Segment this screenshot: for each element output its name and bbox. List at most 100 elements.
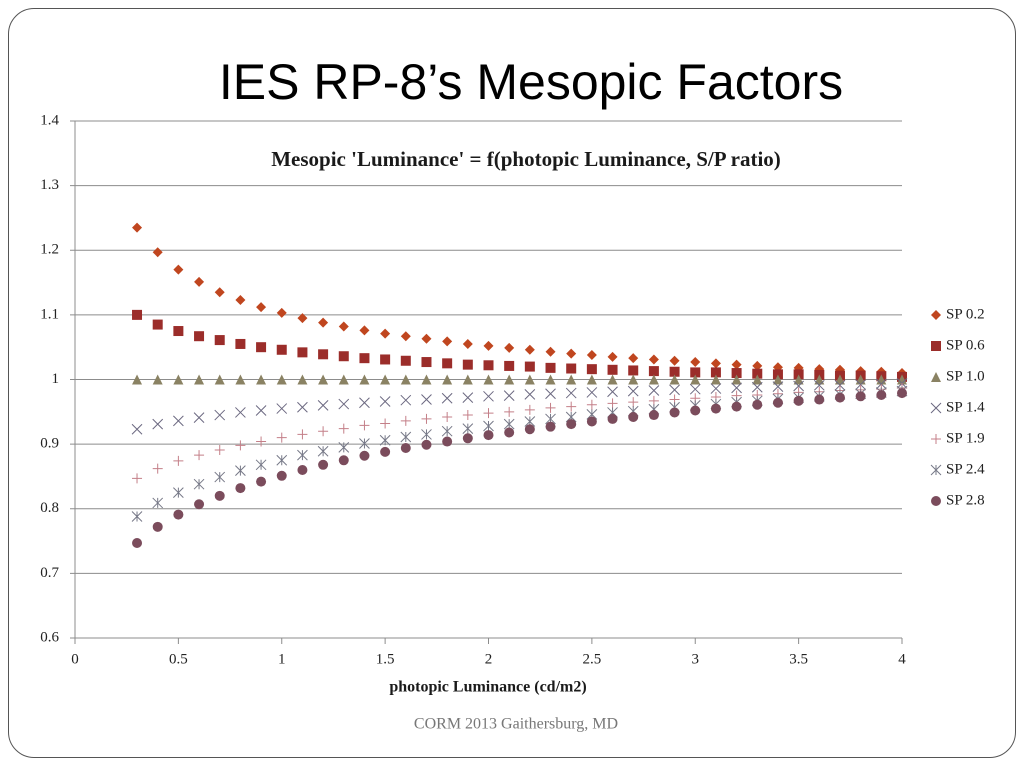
data-point: [772, 369, 783, 380]
data-point: [276, 374, 287, 385]
y-tick-label: 0.7: [40, 565, 59, 581]
data-point: [586, 399, 597, 410]
data-point: [586, 349, 597, 360]
data-point: [359, 374, 370, 385]
data-point: [690, 357, 701, 368]
data-point: [338, 321, 349, 332]
data-point: [834, 379, 846, 391]
data-point: [400, 415, 411, 426]
data-point: [214, 444, 225, 455]
data-point: [318, 317, 329, 328]
data-point: [152, 319, 163, 330]
data-point: [359, 438, 370, 449]
y-tick-label: 1.4: [40, 112, 59, 128]
data-point: [380, 418, 391, 429]
data-point: [297, 449, 308, 461]
data-point: [276, 403, 288, 414]
data-point: [400, 331, 411, 342]
data-point: [897, 388, 907, 399]
data-point: [565, 387, 577, 399]
data-point: [421, 413, 432, 424]
data-point: [442, 436, 453, 447]
y-tick-label: 1: [52, 371, 60, 387]
y-tick-label: 1.2: [40, 242, 59, 258]
x-tick-label: 0: [71, 651, 79, 667]
data-point: [545, 388, 556, 400]
data-point: [607, 386, 618, 398]
data-point: [752, 399, 763, 410]
data-point: [731, 382, 742, 394]
y-tick-label: 0.6: [40, 629, 59, 645]
legend-label: SP 1.4: [946, 399, 985, 415]
data-point: [566, 363, 577, 374]
legend-label: SP 0.2: [946, 306, 985, 322]
data-point: [669, 355, 680, 366]
data-point: [483, 430, 494, 441]
data-point: [194, 374, 205, 385]
data-point: [504, 342, 515, 353]
data-point: [214, 287, 225, 298]
data-point: [338, 351, 349, 362]
data-point: [235, 483, 246, 494]
data-point: [276, 470, 287, 481]
data-point: [152, 247, 163, 258]
data-point: [751, 381, 763, 393]
data-point: [814, 374, 825, 385]
data-point: [648, 385, 660, 396]
legend-marker: [931, 434, 941, 444]
data-point: [173, 455, 184, 466]
data-point: [793, 380, 804, 392]
data-point: [462, 392, 474, 403]
data-point: [689, 383, 701, 395]
data-point: [690, 374, 701, 385]
y-tick-label: 0.8: [40, 500, 59, 516]
data-point: [566, 374, 577, 385]
data-point: [586, 374, 597, 385]
data-point: [545, 421, 556, 432]
data-point: [607, 398, 618, 409]
y-tick-label: 1.3: [40, 177, 59, 193]
data-point: [152, 463, 163, 474]
data-point: [669, 384, 680, 396]
data-point: [152, 418, 164, 430]
data-point: [483, 420, 494, 432]
data-point: [235, 338, 246, 349]
data-point: [318, 426, 329, 437]
data-point: [566, 419, 577, 430]
data-point: [297, 347, 308, 358]
data-point: [524, 404, 535, 415]
data-point: [504, 427, 515, 438]
x-tick-label: 4: [898, 651, 906, 667]
data-point: [317, 445, 329, 457]
slide-title: IES RP-8’s Mesopic Factors: [219, 54, 843, 110]
data-point: [194, 276, 205, 287]
data-point: [256, 436, 267, 447]
data-point: [442, 336, 453, 347]
data-point: [338, 423, 349, 434]
data-point: [504, 374, 515, 385]
data-point: [648, 366, 659, 377]
data-point: [793, 395, 804, 406]
x-tick-label: 2.5: [583, 651, 602, 667]
legend-marker: [931, 310, 941, 320]
data-point: [710, 383, 722, 394]
data-point: [690, 405, 701, 416]
data-point: [256, 374, 267, 385]
data-point: [834, 374, 845, 385]
data-point: [317, 399, 329, 411]
data-point: [255, 405, 267, 416]
legend-label: SP 0.6: [946, 337, 985, 353]
data-point: [338, 455, 349, 466]
data-point: [131, 423, 143, 435]
data-point: [669, 366, 680, 377]
data-point: [710, 367, 721, 378]
data-point: [256, 302, 267, 313]
data-point: [359, 420, 370, 431]
data-point: [669, 407, 680, 418]
data-point: [524, 389, 536, 400]
data-point: [834, 392, 845, 403]
data-point: [173, 264, 184, 275]
data-point: [400, 394, 412, 406]
y-tick-label: 1.1: [40, 306, 59, 322]
